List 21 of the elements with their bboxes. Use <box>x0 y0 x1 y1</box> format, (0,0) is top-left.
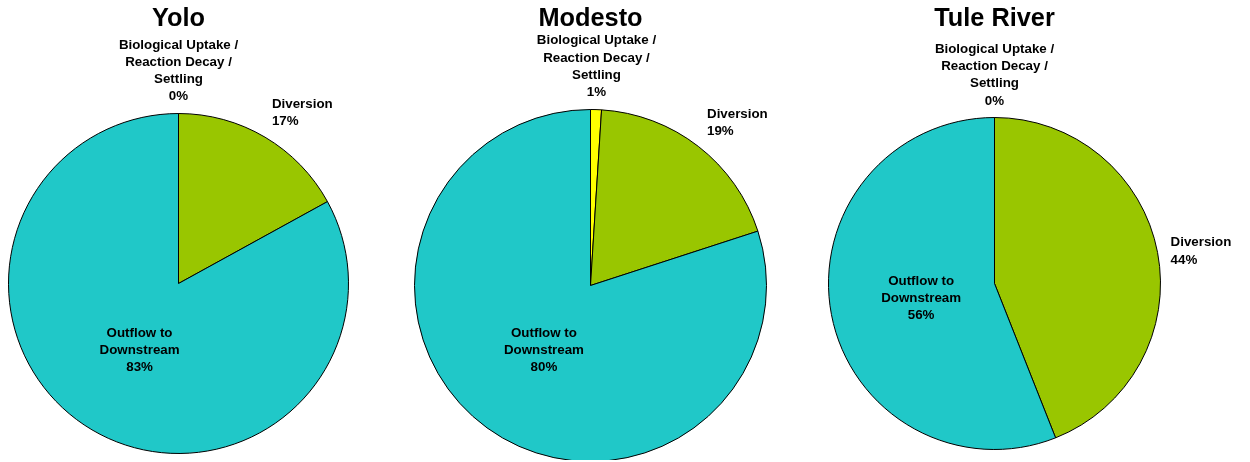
data-label: 19% <box>707 123 734 139</box>
data-label: 1% <box>586 84 607 100</box>
slice-label: Diversion <box>1170 234 1232 250</box>
data-label: 17% <box>271 113 299 129</box>
category-label: Biological Uptake / Reaction Decay / Settling <box>934 40 1055 91</box>
data-label: 83% <box>126 359 154 375</box>
slice-label: Diversion <box>707 105 768 121</box>
category-label: Biological Uptake / Reaction Decay / Settling <box>118 36 239 87</box>
chart-title: Tule River <box>934 2 1055 31</box>
text: 0% <box>168 88 189 104</box>
chart-title: Yolo <box>152 2 205 31</box>
data-label: 56% <box>907 307 935 323</box>
data-label: 80% <box>530 359 558 375</box>
data-label: 44% <box>1170 251 1198 267</box>
slice-label: Biological Uptake / Reaction Decay / Settling <box>536 32 657 82</box>
text: 0% <box>984 92 1005 108</box>
chart-title: Modesto <box>538 2 643 31</box>
slice-label: Outflow to Downstream <box>503 324 585 358</box>
slice-label: Outflow to Downstream <box>99 324 180 357</box>
slice-label: Outflow to Downstream <box>881 272 962 305</box>
slice-label: Diversion <box>271 96 333 112</box>
